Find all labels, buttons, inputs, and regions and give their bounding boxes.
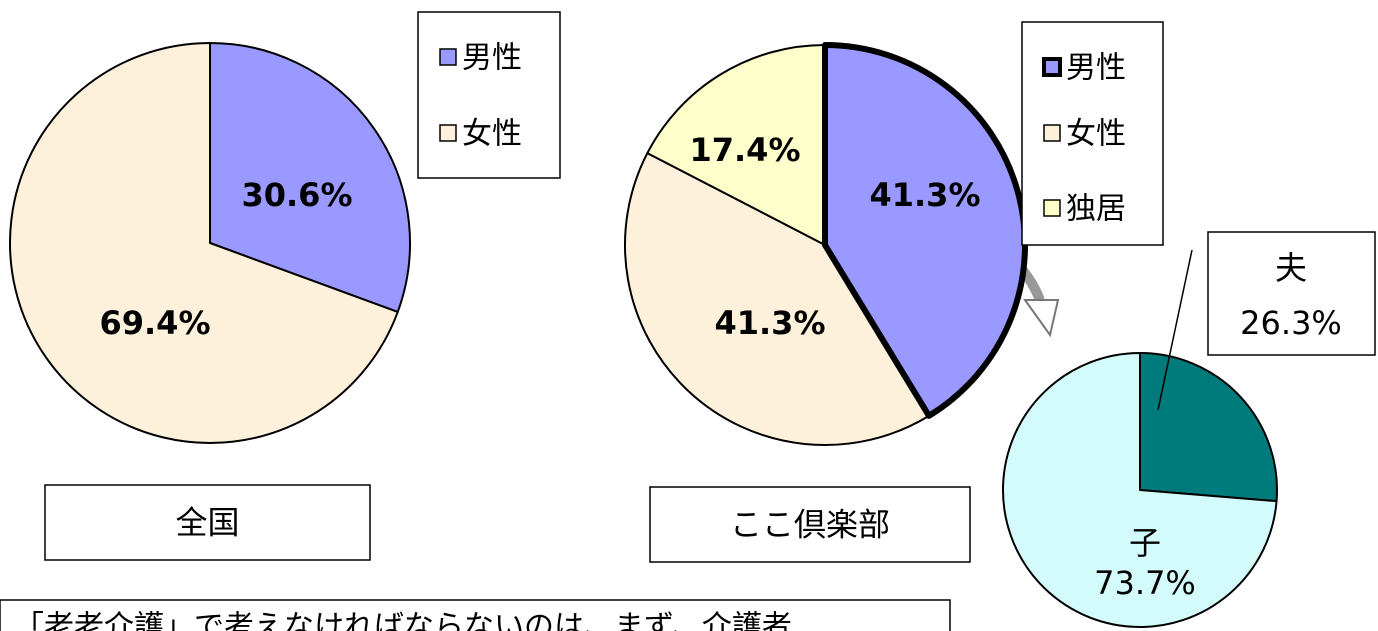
data-label: 17.4%: [689, 131, 800, 169]
data-label: 73.7%: [1094, 564, 1196, 602]
chart-title: ここ倶楽部: [730, 506, 890, 544]
legend-swatch: [1044, 125, 1060, 141]
legend-label: 男性: [1066, 51, 1126, 86]
chart-title: 全国: [175, 504, 239, 542]
legend-swatch: [1044, 59, 1060, 75]
data-label: 30.6%: [241, 176, 352, 214]
legend-label: 男性: [462, 41, 522, 76]
data-label: 41.3%: [869, 176, 980, 214]
arrow-head: [1025, 300, 1058, 335]
legend-label: 独居: [1066, 192, 1126, 227]
legend-swatch: [440, 125, 456, 141]
slice-category: 子: [1129, 524, 1161, 562]
slice-category: 夫: [1275, 249, 1307, 287]
legend-box: [418, 12, 560, 178]
legend-swatch: [440, 49, 456, 65]
legend-swatch: [1044, 200, 1060, 216]
slide: 「老老介護」で考えなければならないのは、まず、介護者 30.6% 69.4% 全国 男…: [0, 0, 1378, 631]
legend-label: 女性: [462, 117, 522, 152]
data-label: 26.3%: [1240, 304, 1342, 342]
legend-label: 女性: [1066, 117, 1126, 152]
note: 「老老介護」で考えなければならないのは、まず、介護者: [14, 610, 792, 631]
pie-slice: [1140, 353, 1277, 501]
data-label: 69.4%: [99, 304, 210, 342]
data-label: 41.3%: [714, 304, 825, 342]
